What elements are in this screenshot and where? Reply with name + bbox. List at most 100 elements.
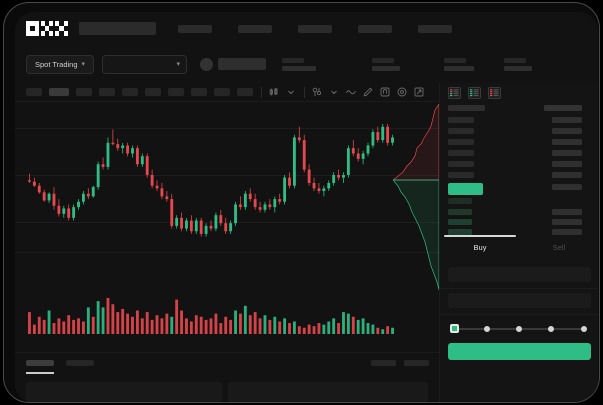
- price-chart-panel[interactable]: [15, 102, 439, 352]
- orderbook-bid-size[interactable]: [552, 209, 582, 215]
- trading-pair-selector[interactable]: ▾: [102, 54, 188, 74]
- nav-link-3[interactable]: [298, 24, 332, 33]
- orderbook-ask-price[interactable]: [448, 172, 474, 178]
- market-stat-4: [504, 57, 533, 71]
- timeframe-button-6[interactable]: [145, 88, 161, 96]
- orderbook-ask-size[interactable]: [552, 117, 582, 123]
- device-frame: Spot Trading ▾ ▾: [3, 2, 600, 403]
- order-amount-input[interactable]: [448, 293, 591, 308]
- fullscreen-icon[interactable]: [414, 87, 424, 97]
- timeframe-button-3[interactable]: [76, 88, 92, 96]
- bottom-tab-1[interactable]: [26, 360, 54, 366]
- pair-name-label: [218, 58, 267, 70]
- orderbook-bid-price[interactable]: [448, 209, 472, 215]
- market-stat-1: [282, 57, 317, 71]
- orderbook-bid-price[interactable]: [448, 219, 472, 225]
- slider-stop-25[interactable]: [484, 325, 490, 332]
- orderbook-buy-icon[interactable]: [468, 87, 481, 99]
- orderbook-ask-price[interactable]: [448, 150, 474, 156]
- orderbook-ask-price[interactable]: [448, 117, 474, 123]
- nav-link-5[interactable]: [418, 24, 452, 33]
- bottom-content-right: [228, 382, 428, 402]
- order-price-input[interactable]: [448, 267, 591, 282]
- orderbook-ask-size[interactable]: [552, 161, 582, 167]
- bottom-action-1[interactable]: [371, 360, 396, 366]
- orderbook[interactable]: [440, 105, 598, 235]
- buy-tab[interactable]: Buy: [473, 243, 487, 252]
- toolbar-divider: [304, 86, 305, 98]
- search-input[interactable]: [79, 22, 156, 35]
- stat-value: [372, 65, 401, 71]
- stat-label: [444, 57, 467, 63]
- timeframe-button-9[interactable]: [214, 88, 230, 96]
- app-screen: Spot Trading ▾ ▾: [15, 12, 598, 402]
- stat-value: [444, 65, 475, 71]
- bottom-tab-2[interactable]: [66, 360, 94, 366]
- bottom-panel-actions: [371, 360, 429, 366]
- sell-tab[interactable]: Sell: [552, 243, 566, 252]
- chevron-down-icon: ▾: [81, 60, 86, 68]
- orderbook-ask-size[interactable]: [552, 139, 582, 145]
- candlestick-chart-icon[interactable]: [269, 87, 279, 97]
- market-sub-header: Spot Trading ▾ ▾: [15, 45, 598, 83]
- nav-link-2[interactable]: [238, 24, 272, 33]
- bottom-action-2[interactable]: [404, 360, 429, 366]
- timeframe-button-2[interactable]: [49, 88, 69, 96]
- pencil-icon[interactable]: [363, 87, 373, 97]
- candlestick-series: [28, 124, 394, 237]
- chevron-down-icon[interactable]: [286, 87, 296, 97]
- timeframe-button-4[interactable]: [99, 88, 115, 96]
- spot-trading-selector[interactable]: Spot Trading ▾: [26, 54, 95, 74]
- timeframe-button-5[interactable]: [122, 88, 138, 96]
- orderbook-display-modes: [448, 87, 501, 99]
- orderbook-ask-size[interactable]: [552, 150, 582, 156]
- buy-submit-button[interactable]: [448, 343, 591, 360]
- timeframe-button-10[interactable]: [237, 88, 253, 96]
- amount-percent-slider[interactable]: [450, 324, 589, 333]
- orderbook-both-icon[interactable]: [448, 87, 461, 99]
- slider-stop-75[interactable]: [548, 325, 554, 332]
- timeframe-button-7[interactable]: [168, 88, 184, 96]
- orderbook-bid-size[interactable]: [552, 229, 582, 235]
- buy-tab-underline: [444, 235, 516, 237]
- orderbook-ask-size[interactable]: [552, 172, 582, 178]
- orderbook-and-order-panel: Buy Sell: [439, 83, 598, 402]
- slider-handle[interactable]: [450, 324, 459, 333]
- top-navigation-bar: [15, 12, 598, 45]
- orderbook-header-right: [544, 105, 582, 111]
- nav-link-4[interactable]: [358, 24, 392, 33]
- orderbook-ask-size[interactable]: [552, 128, 582, 134]
- orderbook-ask-price[interactable]: [448, 139, 474, 145]
- nav-link-1[interactable]: [178, 24, 212, 33]
- depth-chart-overlay: [393, 104, 439, 291]
- orderbook-bid-price[interactable]: [448, 229, 472, 235]
- coin-avatar: [200, 57, 214, 71]
- magnet-icon[interactable]: [380, 87, 390, 97]
- indicators-icon[interactable]: [312, 87, 322, 97]
- orderbook-bid-price[interactable]: [448, 198, 472, 204]
- chart-gridlines: [15, 102, 439, 352]
- orderbook-ask-price[interactable]: [448, 128, 474, 134]
- order-entry-form: [440, 263, 598, 402]
- orderbook-spread-size: [552, 184, 582, 190]
- line-wave-icon[interactable]: [346, 87, 356, 97]
- timeframe-button-8[interactable]: [191, 88, 207, 96]
- okx-logo[interactable]: [26, 21, 68, 36]
- orderbook-last-price: [448, 183, 483, 195]
- timeframe-button-1[interactable]: [26, 88, 42, 96]
- stat-label: [504, 57, 527, 63]
- slider-stop-50[interactable]: [516, 325, 522, 332]
- settings-icon[interactable]: [397, 87, 407, 97]
- stat-label: [282, 57, 305, 63]
- slider-stop-100[interactable]: [581, 325, 587, 332]
- orderbook-sell-icon[interactable]: [488, 87, 501, 99]
- orderbook-bid-size[interactable]: [552, 219, 582, 225]
- orderbook-ask-price[interactable]: [448, 161, 474, 167]
- chevron-down-icon[interactable]: [329, 87, 339, 97]
- market-stat-2: [372, 57, 401, 71]
- bottom-panel-tabs: [26, 360, 94, 366]
- stat-value: [282, 65, 317, 71]
- chevron-down-icon: ▾: [176, 60, 181, 68]
- bottom-tab-active-underline: [26, 372, 54, 374]
- bottom-content-left: [26, 382, 222, 402]
